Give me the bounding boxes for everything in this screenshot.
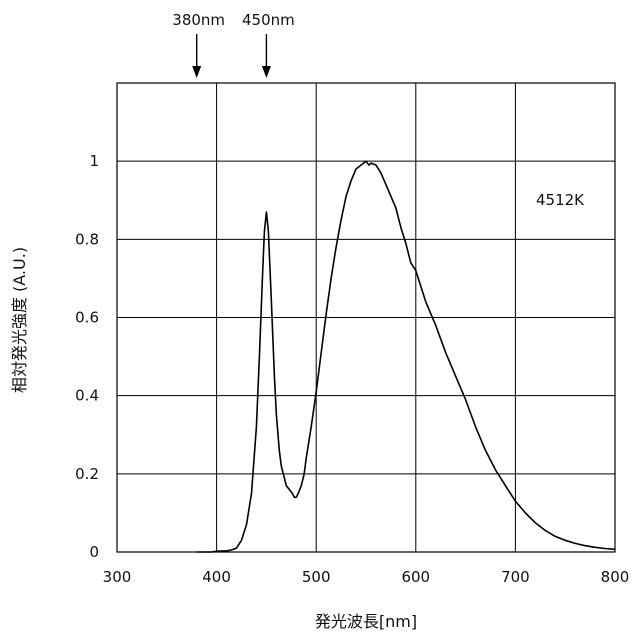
- x-tick-label: 300: [103, 568, 132, 586]
- grid-layer: [117, 83, 615, 552]
- marker-arrow-head: [192, 66, 202, 78]
- plot-frame: [116, 82, 616, 553]
- y-tick-label: 0.4: [75, 387, 99, 405]
- x-tick-label: 500: [302, 568, 331, 586]
- wavelength-markers: 380nm 450nm: [172, 11, 295, 78]
- marker-label: 380nm: [172, 11, 225, 29]
- y-tick-label: 0.6: [75, 309, 99, 327]
- spectrum-line: [196, 160, 616, 553]
- x-tick-label: 600: [401, 568, 430, 586]
- y-tick-label: 0.2: [75, 465, 99, 483]
- y-tick-label: 0: [89, 543, 99, 561]
- tick-labels: 300 400 500 600 700 800 0 0.2 0.4 0.6 0.8 1: [75, 152, 629, 586]
- cct-label: 4512K: [536, 191, 585, 209]
- x-tick-label: 800: [601, 568, 630, 586]
- y-tick-label: 0.8: [75, 230, 99, 248]
- x-tick-label: 700: [501, 568, 530, 586]
- marker-arrow-head: [261, 66, 271, 78]
- y-tick-label: 1: [89, 152, 99, 170]
- x-axis-title: 発光波長[nm]: [315, 612, 417, 631]
- x-tick-label: 400: [202, 568, 231, 586]
- marker-label: 450nm: [242, 11, 295, 29]
- y-axis-title: 相対発光強度 (A.U.): [10, 247, 29, 393]
